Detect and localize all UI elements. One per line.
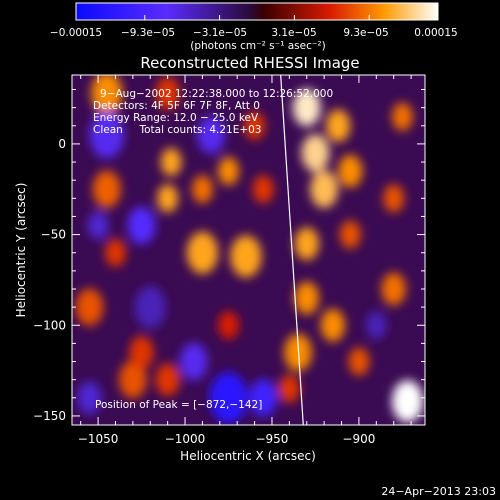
y-tick-label-0: 0: [58, 137, 66, 151]
colorbar-tick-label-0: −0.00015: [50, 27, 102, 39]
colorbar-tick-label-4: 9.3e−05: [343, 27, 388, 39]
heatmap-blob: [218, 311, 239, 340]
heatmap-blob: [197, 116, 226, 154]
heatmap-blob: [157, 184, 179, 213]
heatmap-blob: [348, 347, 370, 376]
heatmap-blob: [338, 154, 363, 188]
x-tick-label-1: −1000: [165, 432, 206, 446]
y-tick-label-2: −100: [33, 318, 66, 332]
heatmap-blob: [92, 170, 121, 209]
heatmap-blob: [383, 184, 405, 213]
heatmap-blob: [155, 76, 180, 110]
solar-limb-line: [280, 75, 304, 425]
heatmap-blob: [179, 342, 208, 381]
info-line-energy: Energy Range: 12.0 − 25.0 keV: [93, 112, 259, 124]
heatmap-blob: [134, 285, 166, 329]
plot-area: 9−Aug−2002 12:22:38.000 to 12:26:52.000 …: [71, 74, 426, 426]
heatmap-blob: [381, 272, 406, 306]
heatmap-blob: [249, 379, 278, 417]
heatmap-blob: [209, 371, 248, 424]
heatmap-blob: [320, 308, 346, 342]
heatmap-blob: [91, 75, 123, 115]
footer-timestamp: 24−Apr−2013 23:03: [381, 485, 496, 498]
info-line-clean: Clean Total counts: 4.21E+03: [93, 124, 262, 136]
y-tick-label-1: −50: [41, 228, 66, 242]
colorbar: −0.00015 −9.3e−05 −3.1e−05 3.1e−05 9.3e−…: [50, 2, 458, 52]
heatmap-blob: [294, 227, 319, 261]
plot-frame: [71, 74, 426, 426]
x-tick-label-0: −1050: [78, 432, 119, 446]
colorbar-tick-label-2: −3.1e−05: [193, 27, 247, 39]
colorbar-tick-label-5: 0.00015: [414, 27, 457, 39]
colorbar-gradient: [75, 2, 439, 21]
heatmap-blob: [365, 311, 387, 340]
heatmap-blob: [230, 235, 262, 278]
info-line-time: 9−Aug−2002 12:22:38.000 to 12:26:52.000: [100, 88, 333, 100]
heatmap-blob: [191, 175, 213, 204]
heatmap-blob: [129, 336, 154, 369]
heatmap-blob: [89, 111, 125, 159]
heatmap-blob: [391, 380, 424, 423]
y-tick-label-3: −150: [33, 409, 66, 423]
chart-title: Reconstructed RHESSI Image: [140, 54, 359, 72]
info-line-detectors: Detectors: 4F 5F 6F 7F 8F, Att 0: [93, 100, 260, 112]
colorbar-ticks: [75, 15, 439, 20]
heatmap-blob: [75, 288, 104, 326]
heatmap-blob: [310, 170, 339, 209]
heatmap-blob: [77, 381, 102, 415]
colorbar-tick-label-1: −9.3e−05: [121, 27, 175, 39]
heatmap-blob: [301, 134, 330, 172]
heatmap-blob: [294, 281, 319, 315]
heatmap-blob: [339, 220, 361, 249]
heatmap-blob: [391, 102, 413, 131]
heatmap-blob: [292, 88, 321, 127]
heatmap-blob: [218, 157, 239, 186]
x-tick-label-2: −950: [255, 432, 288, 446]
axis-ticks: [72, 75, 425, 425]
heatmap-image: [75, 75, 424, 424]
x-axis-label: Heliocentric X (arcsec): [180, 449, 316, 463]
colorbar-unit-label: (photons cm⁻² s⁻¹ asec⁻²): [190, 40, 325, 52]
heatmap-blob: [244, 111, 266, 140]
heatmap-blob: [186, 231, 219, 274]
heatmap-blob: [155, 363, 180, 397]
y-axis-label: Heliocentric Y (arcsec): [14, 183, 28, 318]
heatmap-blob: [87, 211, 109, 240]
heatmap-blob: [160, 147, 182, 177]
peak-position-label: Position of Peak = [−872,−142]: [95, 399, 262, 411]
heatmap-blob: [278, 374, 300, 403]
heatmap-blob: [118, 360, 147, 399]
heatmap-blob: [252, 175, 274, 204]
heatmap-blob: [325, 109, 351, 143]
heatmap-blob: [105, 238, 126, 267]
x-tick-label-3: −900: [342, 432, 375, 446]
heatmap-blob: [127, 206, 156, 245]
colorbar-tick-label-3: 3.1e−05: [271, 27, 316, 39]
